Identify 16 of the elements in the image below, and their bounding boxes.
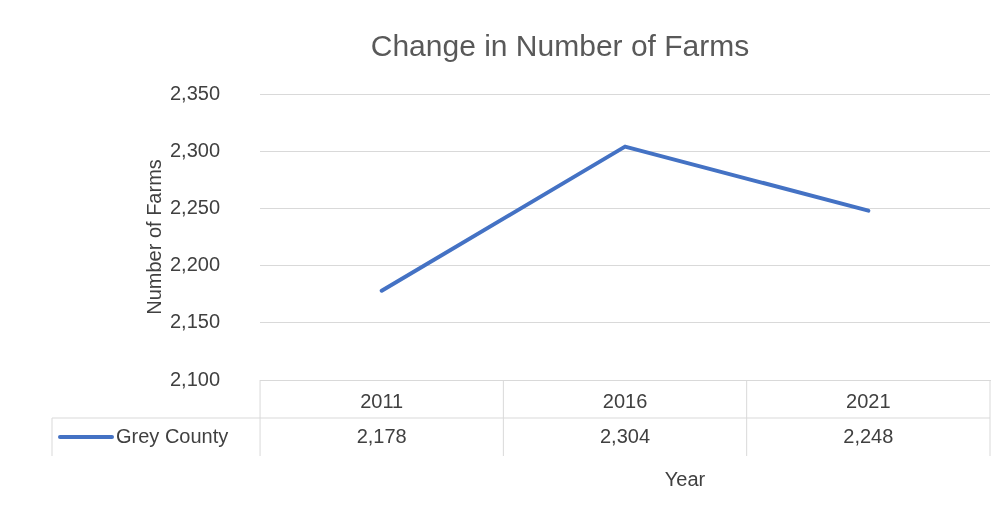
y-tick-label: 2,150 (169, 310, 221, 333)
data-label: 2,248 (843, 424, 894, 447)
data-label: 2,178 (356, 424, 407, 447)
x-axis-title: Year (664, 467, 706, 490)
y-tick-label: 2,250 (169, 195, 221, 218)
x-tick-label: 2021 (846, 389, 891, 412)
y-tick-label: 2,300 (169, 138, 221, 161)
chart-title: Change in Number of Farms (370, 29, 750, 63)
x-tick-label: 2011 (360, 389, 404, 412)
x-tick-label: 2016 (602, 389, 648, 412)
y-tick-label: 2,100 (169, 367, 221, 390)
y-tick-label: 2,200 (169, 253, 221, 276)
data-label: 2,304 (599, 424, 651, 447)
y-axis-title: Number of Farms (142, 159, 165, 315)
y-tick-label: 2,350 (169, 81, 221, 104)
legend-label: Grey County (116, 424, 229, 447)
